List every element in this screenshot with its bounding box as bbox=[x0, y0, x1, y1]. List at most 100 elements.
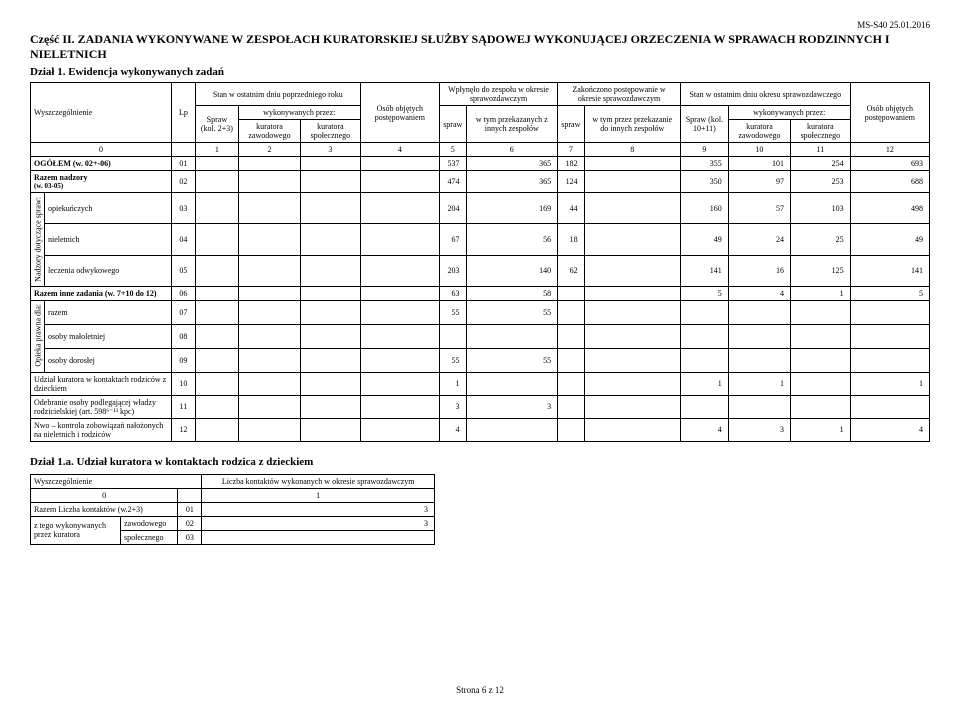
data-cell bbox=[558, 300, 585, 324]
data-cell bbox=[238, 324, 300, 348]
h-osob-1: Osób objętych postępowaniem bbox=[360, 83, 439, 143]
sub-r1-label: Razem Liczba kontaktów (w.2+3) bbox=[31, 502, 178, 516]
sub-side: z tego wykonywanych przez kuratora bbox=[31, 516, 121, 544]
data-cell: 97 bbox=[728, 171, 790, 193]
sub-r1-lp: 01 bbox=[178, 502, 202, 516]
data-cell: 58 bbox=[466, 286, 558, 300]
data-cell: 365 bbox=[466, 171, 558, 193]
data-cell: 56 bbox=[466, 224, 558, 255]
data-cell bbox=[791, 324, 851, 348]
data-cell: 101 bbox=[728, 157, 790, 171]
data-cell bbox=[301, 286, 361, 300]
h-spraw-1: spraw bbox=[439, 106, 466, 143]
data-cell bbox=[238, 348, 300, 372]
data-cell: 365 bbox=[466, 157, 558, 171]
data-cell bbox=[360, 300, 439, 324]
part-title: Część II. ZADANIA WYKONYWANE W ZESPOŁACH… bbox=[30, 32, 930, 62]
data-cell bbox=[238, 255, 300, 286]
table-row: osoby małoletniej08 bbox=[31, 324, 930, 348]
data-cell bbox=[681, 300, 729, 324]
data-cell bbox=[558, 418, 585, 441]
sub-h-liczba: Liczba kontaktów wykonanych w okresie sp… bbox=[202, 474, 435, 488]
colnum-9: 9 bbox=[681, 143, 729, 157]
data-cell: 18 bbox=[558, 224, 585, 255]
data-cell: 355 bbox=[681, 157, 729, 171]
data-cell: 204 bbox=[439, 193, 466, 224]
sub-r3-label: społecznego bbox=[121, 530, 178, 544]
data-cell: 537 bbox=[439, 157, 466, 171]
h-stan-poprz: Stan w ostatnim dniu poprzedniego roku bbox=[195, 83, 360, 106]
data-cell: 62 bbox=[558, 255, 585, 286]
data-cell: 4 bbox=[439, 418, 466, 441]
data-cell: 160 bbox=[681, 193, 729, 224]
data-cell: 169 bbox=[466, 193, 558, 224]
data-cell bbox=[301, 372, 361, 395]
data-cell bbox=[301, 418, 361, 441]
colnum-8: 8 bbox=[584, 143, 680, 157]
data-cell: 4 bbox=[728, 286, 790, 300]
h-osob-2: Osób objętych postępowaniem bbox=[850, 83, 929, 143]
data-cell bbox=[238, 157, 300, 171]
data-cell: 350 bbox=[681, 171, 729, 193]
colnum-4: 4 bbox=[360, 143, 439, 157]
data-cell: 57 bbox=[728, 193, 790, 224]
data-cell bbox=[301, 324, 361, 348]
data-cell: 3 bbox=[728, 418, 790, 441]
data-cell: 25 bbox=[791, 224, 851, 255]
row-lp: 12 bbox=[171, 418, 195, 441]
row-label: Razem nadzory(w. 03-05) bbox=[31, 171, 172, 193]
data-cell: 1 bbox=[791, 418, 851, 441]
data-cell: 49 bbox=[850, 224, 929, 255]
data-cell: 498 bbox=[850, 193, 929, 224]
sub-r2-label: zawodowego bbox=[121, 516, 178, 530]
data-cell: 124 bbox=[558, 171, 585, 193]
data-cell: 203 bbox=[439, 255, 466, 286]
table-row: Odebranie osoby podlegającej władzy rodz… bbox=[31, 395, 930, 418]
row-label: Odebranie osoby podlegającej władzy rodz… bbox=[31, 395, 172, 418]
main-table: Wyszczególnienie Lp Stan w ostatnim dniu… bbox=[30, 82, 930, 442]
data-cell bbox=[584, 418, 680, 441]
data-cell bbox=[360, 418, 439, 441]
data-cell bbox=[584, 300, 680, 324]
table-row: Opieka prawna dla:razem075555 bbox=[31, 300, 930, 324]
data-cell: 55 bbox=[439, 348, 466, 372]
colnum-10: 10 bbox=[728, 143, 790, 157]
data-cell bbox=[791, 348, 851, 372]
data-cell bbox=[584, 395, 680, 418]
data-cell bbox=[584, 224, 680, 255]
data-cell bbox=[466, 324, 558, 348]
data-cell bbox=[360, 348, 439, 372]
row-lp: 10 bbox=[171, 372, 195, 395]
colnum-5: 5 bbox=[439, 143, 466, 157]
sub-r2-v: 3 bbox=[202, 516, 435, 530]
data-cell bbox=[238, 395, 300, 418]
data-cell bbox=[584, 255, 680, 286]
colnum-2: 2 bbox=[238, 143, 300, 157]
colnum-3: 3 bbox=[301, 143, 361, 157]
data-cell bbox=[728, 348, 790, 372]
colnum-1: 1 bbox=[195, 143, 238, 157]
data-cell bbox=[301, 348, 361, 372]
table-row: Nwo – kontrola zobowiązań nałożonych na … bbox=[31, 418, 930, 441]
table-row: nieletnich0467561849242549 bbox=[31, 224, 930, 255]
row-lp: 03 bbox=[171, 193, 195, 224]
row-label: Udział kuratora w kontaktach rodziców z … bbox=[31, 372, 172, 395]
row-lp: 11 bbox=[171, 395, 195, 418]
row-lp: 02 bbox=[171, 171, 195, 193]
data-cell bbox=[238, 372, 300, 395]
h-kur-spo-1: kuratora społecznego bbox=[301, 120, 361, 143]
data-cell bbox=[466, 372, 558, 395]
data-cell: 24 bbox=[728, 224, 790, 255]
data-cell: 63 bbox=[439, 286, 466, 300]
data-cell: 254 bbox=[791, 157, 851, 171]
data-cell bbox=[584, 372, 680, 395]
data-cell bbox=[238, 300, 300, 324]
sub-r3-lp: 03 bbox=[178, 530, 202, 544]
data-cell bbox=[301, 395, 361, 418]
h-kur-spo-2: kuratora społecznego bbox=[791, 120, 851, 143]
data-cell bbox=[584, 157, 680, 171]
data-cell bbox=[558, 348, 585, 372]
row-lp: 05 bbox=[171, 255, 195, 286]
data-cell bbox=[301, 171, 361, 193]
table-row: OGÓŁEM (w. 02+-06)0153736518235510125469… bbox=[31, 157, 930, 171]
